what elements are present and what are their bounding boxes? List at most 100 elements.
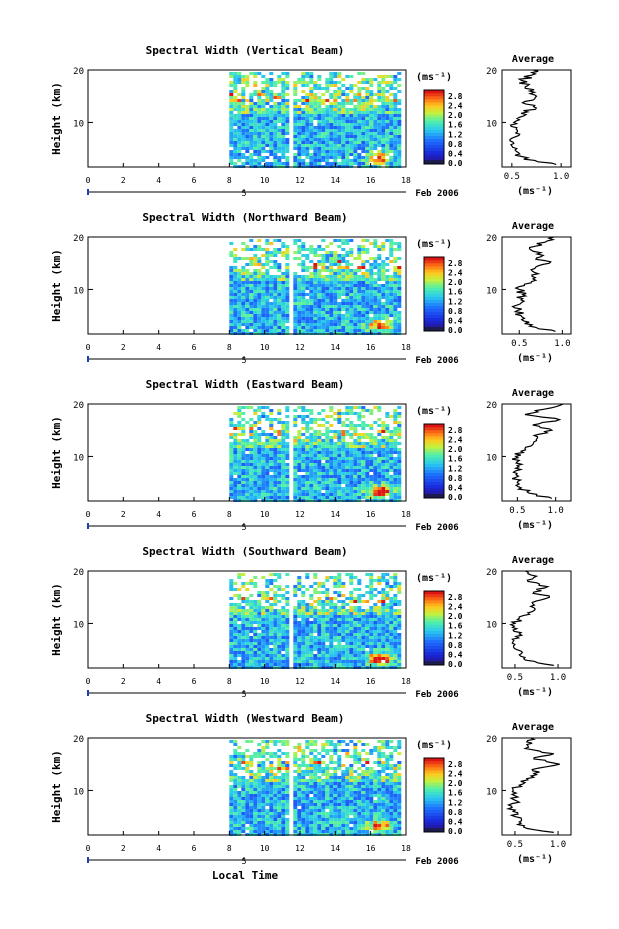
heatmap-cell <box>325 636 330 639</box>
heatmap-cell <box>313 329 318 332</box>
heatmap-cell <box>237 308 242 311</box>
heatmap-cell <box>385 123 390 126</box>
heatmap-cell <box>273 132 278 135</box>
heatmap-cell <box>229 481 234 484</box>
heatmap-cell <box>229 135 234 138</box>
heatmap-cell <box>229 451 234 454</box>
heatmap-cell <box>277 329 282 332</box>
heatmap-cell <box>297 579 302 582</box>
heatmap-cell <box>241 99 246 102</box>
heatmap-cell <box>333 442 338 445</box>
heatmap-cell <box>277 618 282 621</box>
heatmap-cell <box>273 478 278 481</box>
heatmap-cell <box>345 657 350 660</box>
heatmap-cell <box>381 162 386 165</box>
heatmap-cell <box>305 314 310 317</box>
heatmap-cell <box>341 290 346 293</box>
heatmap-cell <box>341 329 346 332</box>
heatmap-cell <box>305 612 310 615</box>
heatmap-cell <box>361 478 366 481</box>
heatmap-cell <box>325 436 330 439</box>
heatmap-cell <box>365 436 370 439</box>
heatmap-cell <box>249 600 254 603</box>
heatmap-cell <box>249 806 254 809</box>
heatmap-cell <box>309 117 314 120</box>
heatmap-cell <box>373 135 378 138</box>
heatmap-cell <box>249 651 254 654</box>
heatmap-cell <box>345 242 350 245</box>
heatmap-cell <box>337 600 342 603</box>
heatmap-cell <box>273 329 278 332</box>
heatmap-cell <box>265 323 270 326</box>
heatmap-cell <box>389 442 394 445</box>
heatmap-cell <box>265 293 270 296</box>
heatmap-cell <box>381 654 386 657</box>
heatmap-cell <box>357 660 362 663</box>
heatmap-cell <box>377 311 382 314</box>
heatmap-cell <box>253 284 258 287</box>
heatmap-cell <box>393 600 398 603</box>
heatmap-cell <box>377 275 382 278</box>
heatmap-cell <box>249 448 254 451</box>
heatmap-cell <box>381 105 386 108</box>
y-tick-label: 10 <box>73 453 84 463</box>
heatmap-cell <box>301 96 306 99</box>
heatmap-cell <box>321 466 326 469</box>
heatmap-cell <box>293 624 298 627</box>
colorbar-segment <box>424 99 444 103</box>
heatmap-cell <box>365 108 370 111</box>
heatmap-cell <box>277 460 282 463</box>
heatmap-cell <box>237 636 242 639</box>
heatmap-cell <box>257 317 262 320</box>
heatmap-cell <box>325 493 330 496</box>
heatmap-cell <box>285 162 290 165</box>
heatmap-cell <box>381 138 386 141</box>
heatmap-cell <box>245 463 250 466</box>
heatmap-cell <box>241 108 246 111</box>
heatmap-cell <box>257 287 262 290</box>
heatmap-cell <box>301 254 306 257</box>
heatmap-cell <box>297 314 302 317</box>
heatmap-cell <box>269 451 274 454</box>
heatmap-cell <box>373 657 378 660</box>
heatmap-cell <box>321 657 326 660</box>
heatmap-cell <box>269 445 274 448</box>
heatmap-cell <box>365 573 370 576</box>
heatmap-cell <box>365 308 370 311</box>
heatmap-cell <box>273 287 278 290</box>
heatmap-cell <box>365 424 370 427</box>
colorbar-segment <box>424 600 444 604</box>
heatmap-cell <box>257 770 262 773</box>
heatmap-cell <box>393 445 398 448</box>
heatmap-cell <box>281 469 286 472</box>
heatmap-cell <box>305 114 310 117</box>
heatmap-cell <box>353 269 358 272</box>
heatmap-cell <box>261 463 266 466</box>
heatmap-cell <box>357 266 362 269</box>
heatmap-cell <box>245 269 250 272</box>
heatmap-cell <box>321 287 326 290</box>
heatmap-cell <box>253 791 258 794</box>
heatmap-cell <box>237 472 242 475</box>
heatmap-cell <box>373 93 378 96</box>
colorbar-segment <box>424 117 444 121</box>
heatmap-cell <box>293 657 298 660</box>
heatmap-cell <box>301 657 306 660</box>
heatmap-cell <box>349 654 354 657</box>
heatmap-cell <box>337 150 342 153</box>
heatmap-cell <box>377 600 382 603</box>
heatmap-cell <box>261 797 266 800</box>
heatmap-cell <box>389 320 394 323</box>
colorbar-segment <box>424 314 444 319</box>
heatmap-cell <box>385 323 390 326</box>
heatmap-cell <box>329 645 334 648</box>
colorbar-segment <box>424 484 444 489</box>
heatmap-cell <box>285 442 290 445</box>
colorbar-segment <box>424 609 444 613</box>
heatmap-cell <box>305 603 310 606</box>
heatmap-cell <box>237 305 242 308</box>
heatmap-cell <box>233 800 238 803</box>
heatmap-cell <box>305 415 310 418</box>
heatmap-cell <box>261 621 266 624</box>
heatmap-cell <box>257 776 262 779</box>
